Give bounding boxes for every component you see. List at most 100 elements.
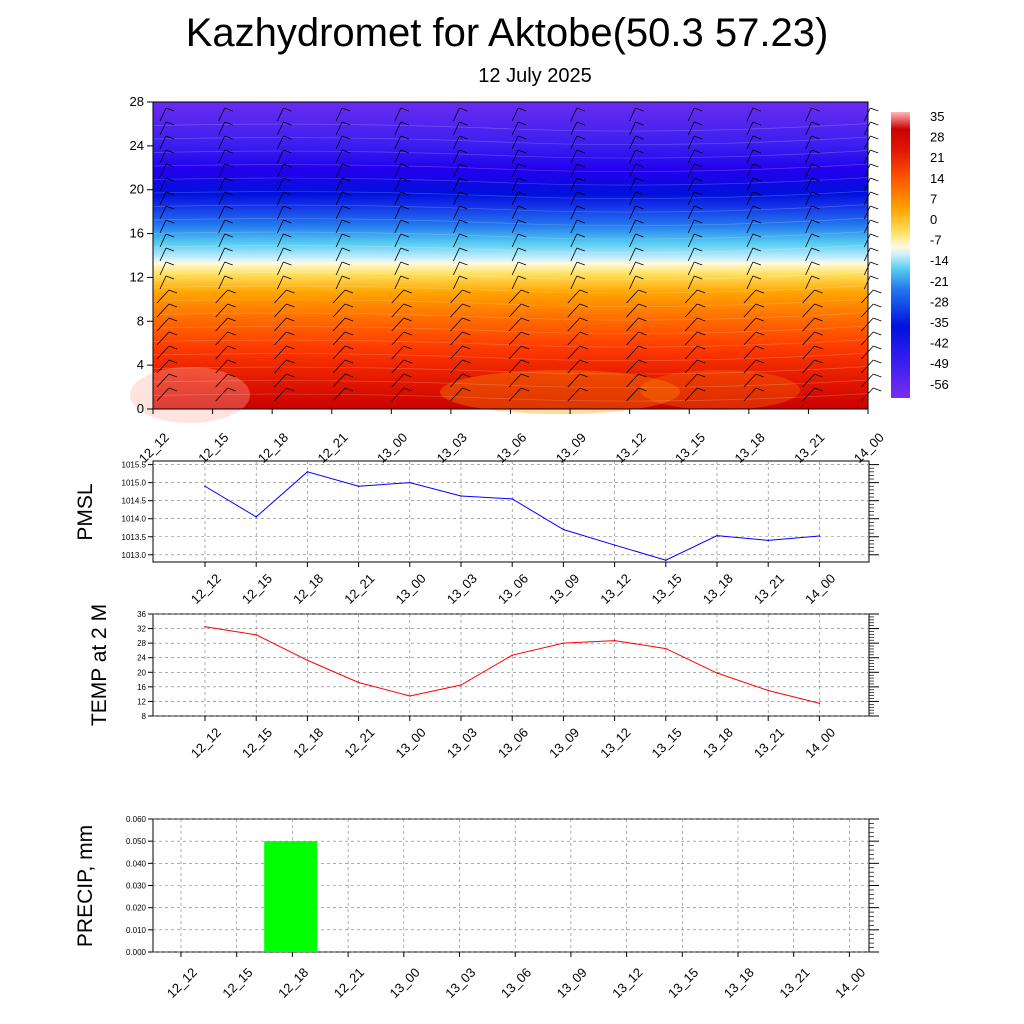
wind-barb: [629, 121, 636, 136]
contour-line: [152, 258, 869, 267]
wind-barb-flag: [400, 191, 409, 196]
wind-barb: [860, 387, 874, 402]
y-tick-label: 20: [130, 182, 144, 197]
wind-barb: [863, 121, 871, 136]
wind-barb-flag: [168, 387, 178, 392]
pmsl-point: [460, 495, 462, 497]
y-tick-label: 24: [130, 138, 144, 153]
wind-barb: [218, 191, 226, 206]
wind-barb: [743, 359, 757, 374]
temp-point: [357, 681, 360, 684]
wind-barb-flag: [344, 303, 354, 308]
wind-barb: [684, 303, 698, 318]
wind-barb-flag: [638, 387, 647, 392]
wind-barb-flag: [283, 149, 292, 154]
wind-barb: [394, 191, 402, 206]
wind-barb: [215, 387, 228, 402]
wind-barb-flag: [811, 191, 820, 196]
wind-barb: [453, 149, 460, 164]
wind-barb: [335, 261, 343, 276]
wind-barb-flag: [638, 289, 647, 294]
wind-barb: [450, 289, 463, 304]
wind-barb-flag: [520, 345, 530, 350]
wind-barb-flag: [752, 191, 762, 196]
wind-barb-flag: [224, 177, 233, 182]
x-tick-label: 12_18: [290, 725, 326, 761]
wind-barb: [159, 191, 167, 206]
wind-barb-flag: [520, 373, 530, 378]
wind-barb: [687, 107, 695, 122]
y-tick-label: 12: [137, 697, 146, 706]
wind-barb-flag: [814, 345, 823, 350]
wind-barb: [215, 331, 228, 346]
wind-barb-flag: [400, 261, 409, 266]
wind-barb-flag: [283, 275, 292, 280]
wind-barb: [156, 387, 170, 402]
x-tick-label: 12_15: [239, 725, 275, 761]
wind-barb: [335, 163, 343, 178]
wind-barb-flag: [697, 373, 706, 378]
wind-barb-flag: [462, 317, 471, 322]
wind-barb: [391, 331, 405, 346]
wind-barb: [805, 191, 812, 206]
colorbar-label: -14: [930, 253, 949, 268]
wind-barb: [218, 261, 226, 276]
wind-barb: [687, 205, 695, 220]
wind-barb-flag: [400, 121, 409, 126]
wind-barb: [159, 205, 167, 220]
wind-barb-flag: [462, 303, 471, 308]
wind-barb-flag: [755, 345, 765, 350]
wind-barb: [567, 331, 581, 346]
wind-barb: [508, 289, 522, 304]
wind-barb-flag: [462, 387, 471, 392]
wind-barb-flag: [517, 149, 527, 154]
wind-barb: [863, 191, 871, 206]
wind-barb: [860, 373, 874, 388]
wind-barb-flag: [579, 303, 588, 308]
wind-barb-flag: [517, 247, 527, 252]
wind-barb: [805, 177, 812, 192]
wind-barb-flag: [165, 247, 175, 252]
wind-barb-flag: [811, 219, 820, 224]
wind-barb: [218, 135, 226, 150]
wind-barb-flag: [635, 219, 644, 224]
wind-barb: [570, 205, 578, 220]
wind-barb-flag: [638, 373, 647, 378]
wind-barb: [277, 219, 284, 234]
wind-barb-flag: [694, 149, 703, 154]
wind-barb: [626, 331, 639, 346]
wind-barb: [508, 303, 522, 318]
y-tick-label: 1014.0: [122, 515, 147, 524]
x-tick-label: 14_00: [832, 965, 868, 1001]
contour-line: [152, 217, 869, 226]
wind-barb-flag: [286, 387, 295, 392]
wind-barb: [746, 135, 754, 150]
temp-y-axis-label: TEMP at 2 M: [88, 604, 111, 726]
wind-barb: [450, 345, 463, 360]
colorbar-label: -28: [930, 294, 949, 309]
wind-barb-flag: [283, 177, 292, 182]
wind-barb-flag: [694, 219, 703, 224]
contour-line: [152, 231, 869, 240]
wind-barb-flag: [286, 289, 295, 294]
wind-barb-flag: [873, 345, 882, 350]
temp-point: [613, 639, 616, 642]
wind-barb-flag: [224, 163, 233, 168]
temp-point: [255, 633, 257, 636]
wind-barb: [218, 233, 226, 248]
wind-barb-flag: [579, 373, 588, 378]
wind-barb: [277, 191, 284, 206]
wind-barb-flag: [576, 149, 585, 154]
x-tick-label: 13_06: [498, 965, 534, 1001]
wind-barb-flag: [459, 191, 468, 196]
wind-barb-flag: [165, 219, 175, 224]
wind-barb: [687, 177, 695, 192]
wind-barb-flag: [341, 121, 351, 126]
wind-barb-flag: [283, 107, 292, 112]
wind-barb: [629, 233, 636, 248]
wind-barb: [805, 275, 812, 290]
wind-barb-flag: [462, 331, 471, 336]
wind-barb-flag: [168, 373, 178, 378]
wind-barb: [687, 219, 695, 234]
wind-barb-flag: [694, 261, 703, 266]
